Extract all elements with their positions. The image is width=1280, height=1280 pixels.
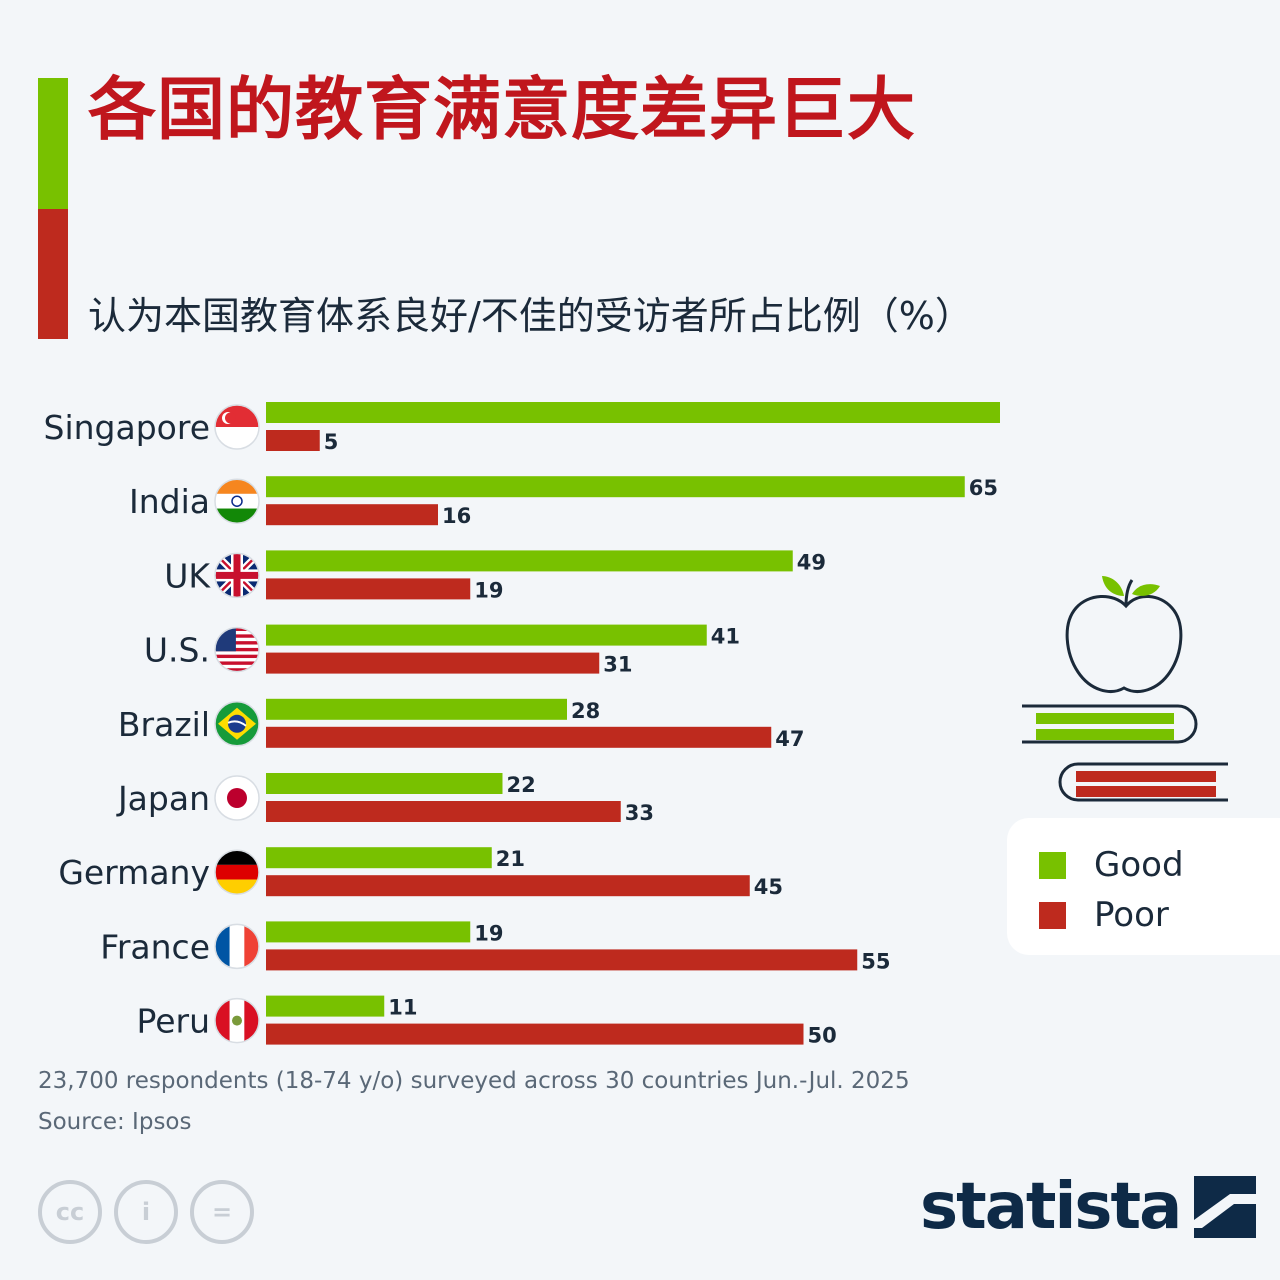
value-label-good: 19 bbox=[474, 921, 503, 945]
value-label-good: 65 bbox=[969, 476, 998, 500]
category-label: Brazil bbox=[118, 705, 210, 744]
bar-good bbox=[266, 402, 1000, 423]
value-label-poor: 50 bbox=[808, 1024, 837, 1048]
singapore-flag-icon bbox=[215, 405, 259, 449]
legend-swatch-poor bbox=[1039, 901, 1066, 929]
attribution-icon[interactable]: i bbox=[114, 1180, 178, 1244]
cc-icon[interactable]: cc bbox=[38, 1180, 102, 1244]
license-icons: cc i = bbox=[38, 1180, 266, 1244]
bar-good bbox=[266, 995, 385, 1017]
uk-flag-icon bbox=[215, 553, 259, 598]
japan-flag-icon bbox=[215, 776, 259, 820]
flag-border bbox=[214, 997, 260, 1044]
accent-bar-red bbox=[38, 209, 68, 339]
value-label-poor: 55 bbox=[861, 949, 890, 973]
accent-bar-green bbox=[38, 78, 68, 209]
bar-poor bbox=[266, 578, 471, 600]
flag-border bbox=[214, 849, 260, 895]
value-label-poor: 19 bbox=[474, 578, 503, 602]
category-label: India bbox=[129, 482, 210, 521]
value-label-good: 11 bbox=[388, 996, 417, 1020]
value-label-poor: 5 bbox=[324, 430, 339, 454]
flag-border bbox=[214, 775, 260, 821]
value-label-good: 41 bbox=[711, 625, 740, 649]
value-label-poor: 31 bbox=[603, 653, 632, 677]
bar-poor bbox=[266, 875, 750, 897]
flag-border bbox=[214, 626, 260, 673]
legend: Good Poor bbox=[1007, 818, 1280, 955]
category-label: Singapore bbox=[44, 408, 210, 447]
bar-good bbox=[266, 476, 965, 498]
bar-good bbox=[266, 698, 567, 720]
bar-good bbox=[266, 773, 503, 794]
bar-good bbox=[266, 624, 707, 646]
legend-swatch-good bbox=[1039, 851, 1066, 879]
value-label-poor: 33 bbox=[625, 801, 654, 825]
bar-chart: Singapore775India6516UK4919U.S.4131Brazi… bbox=[44, 402, 1000, 1048]
bar-poor bbox=[266, 1023, 804, 1045]
legend-item-good: Good bbox=[1039, 845, 1184, 885]
flag-border bbox=[214, 404, 260, 450]
bar-poor bbox=[266, 801, 621, 822]
apple-books-illustration bbox=[1022, 576, 1228, 802]
bar-poor bbox=[266, 652, 600, 674]
category-label: UK bbox=[164, 556, 211, 595]
flag-border bbox=[214, 701, 260, 747]
bar-poor bbox=[266, 949, 858, 971]
source: Source: Ipsos bbox=[38, 1109, 192, 1135]
legend-label-poor: Poor bbox=[1094, 895, 1169, 935]
statista-logo-icon bbox=[1194, 1176, 1257, 1238]
value-label-good: 49 bbox=[797, 550, 826, 574]
flag-border bbox=[214, 552, 260, 599]
bar-poor bbox=[266, 430, 320, 451]
value-label-good: 28 bbox=[571, 699, 600, 723]
value-label-good: 22 bbox=[507, 773, 536, 797]
category-label: Peru bbox=[136, 1002, 210, 1041]
chart-title: 各国的教育满意度差异巨大 bbox=[88, 71, 917, 150]
brazil-flag-icon bbox=[215, 701, 259, 746]
statista-logo[interactable]: statista bbox=[920, 1170, 1257, 1244]
value-label-poor: 16 bbox=[442, 504, 471, 528]
category-label: France bbox=[100, 927, 210, 966]
value-label-good: 21 bbox=[496, 847, 525, 871]
bar-good bbox=[266, 550, 793, 572]
bar-good bbox=[266, 847, 492, 869]
value-label-poor: 47 bbox=[775, 727, 804, 751]
legend-item-poor: Poor bbox=[1039, 895, 1169, 935]
category-label: U.S. bbox=[144, 631, 210, 670]
category-label: Germany bbox=[58, 853, 210, 892]
bar-poor bbox=[266, 726, 772, 748]
value-label-poor: 45 bbox=[754, 875, 783, 899]
statista-wordmark: statista bbox=[920, 1170, 1182, 1244]
bar-good bbox=[266, 921, 471, 943]
category-label: Japan bbox=[116, 779, 210, 818]
bar-poor bbox=[266, 504, 438, 526]
us-flag-icon bbox=[215, 627, 259, 672]
flag-border bbox=[214, 923, 260, 970]
no-derivatives-icon[interactable]: = bbox=[190, 1180, 254, 1244]
chart-subtitle: 认为本国教育体系良好/不佳的受访者所占比例（%） bbox=[88, 294, 973, 338]
legend-label-good: Good bbox=[1094, 845, 1184, 885]
footnote: 23,700 respondents (18-74 y/o) surveyed … bbox=[38, 1068, 910, 1094]
flag-border bbox=[214, 478, 260, 524]
